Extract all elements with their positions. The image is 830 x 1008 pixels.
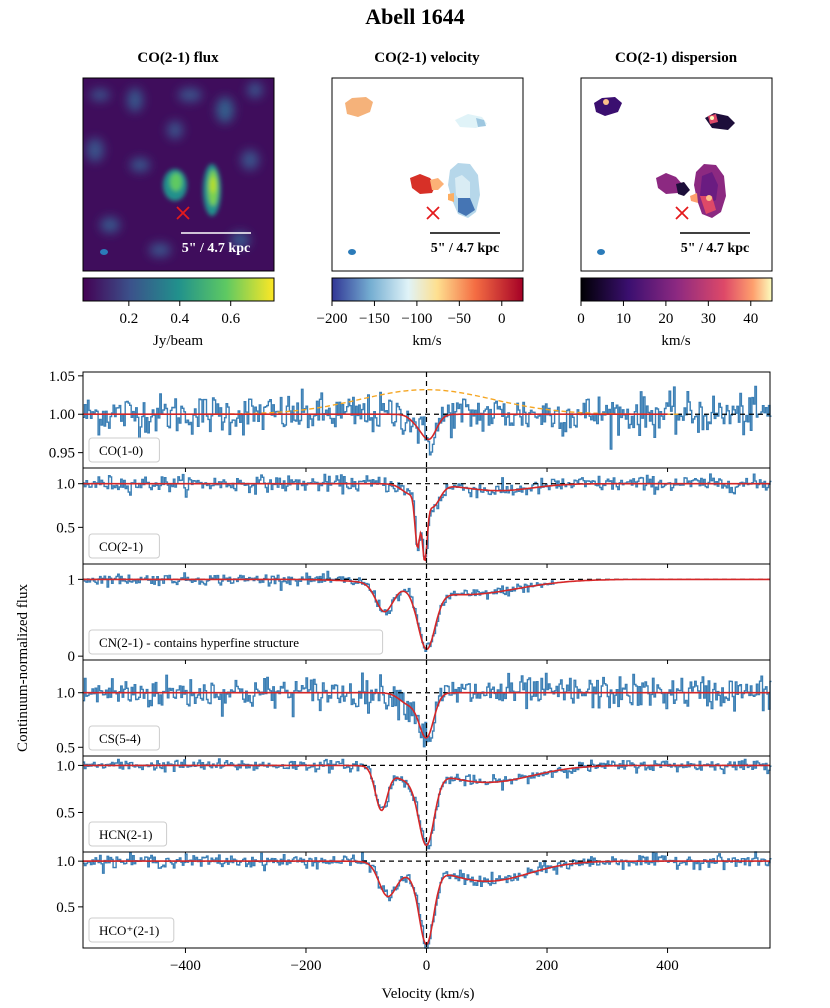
spectrum-data-4 [83,758,772,850]
colorbar-tick-label-dispersion: 0 [577,311,585,327]
colorbar-tick-label-flux: 0.2 [119,311,138,327]
xtick-label: 0 [423,958,431,974]
cbar-label-flux: Jy/beam [153,333,203,349]
legend-label-4: HCN(2-1) [99,827,152,842]
flux-scalebar-label: 5" / 4.7 kpc [182,241,250,256]
spectrum-data-0 [83,385,772,456]
spectrum-fit-0 [83,413,668,441]
legend-box-2 [88,629,384,655]
model-curve-0 [173,389,680,415]
colorbar-tick-label-dispersion: 10 [616,311,631,327]
legend-label-1: CO(2-1) [99,539,143,554]
spectrum-data-5 [83,851,772,949]
ytick-label-5: 0.5 [56,900,75,916]
flux-map: 5" / 4.7 kpc [82,77,275,272]
ytick-label-2: 0 [68,649,76,665]
colorbar-tick-label-velocity: −200 [317,311,348,327]
xtick-label: 400 [656,958,679,974]
velocity-map: 5" / 4.7 kpc [331,77,524,272]
legend-label-2: CN(2-1) - contains hyperfine structure [99,635,299,650]
ytick-label-3: 0.5 [56,740,75,756]
ytick-label-1: 0.5 [56,520,75,536]
map-title-velocity: CO(2-1) velocity [374,50,480,66]
colorbar-tick-label-velocity: −150 [359,311,390,327]
colorbar-tick-label-flux: 0.4 [170,311,189,327]
figure-title: Abell 1644 [365,4,465,29]
ytick-label-2: 1 [68,572,76,588]
legend-box-3 [88,725,160,751]
dispersion-beam [597,249,605,255]
legend-label-3: CS(5-4) [99,731,141,746]
flux-center-marker [176,206,190,220]
xtick-label: −200 [290,958,321,974]
cbar-label-dispersion: km/s [661,333,691,349]
xtick-label: 200 [536,958,559,974]
colorbar-tick-label-flux: 0.6 [221,311,240,327]
dispersion-center-marker [675,206,689,220]
colorbar-tick-label-velocity: 0 [498,311,506,327]
spectrum-panel-5: 0.5 1.0 −400 −200 0 200 400 HCO⁺(2-1) [56,851,772,974]
colorbar-flux [82,277,275,302]
spectrum-panel-3: 0.5 1.0 CS(5-4) [56,659,772,760]
flux-map-frame [82,77,275,272]
colorbar-velocity [331,277,524,302]
flux-noise-blobs [86,82,263,257]
ytick-label-4: 1.0 [56,758,75,774]
legend-label-0: CO(1-0) [99,443,143,458]
colorbar-tick-label-dispersion: 20 [658,311,673,327]
spectrum-panel-1: 0.5 1.0 CO(2-1) [56,467,772,568]
spectra-xlabel: Velocity (km/s) [382,986,475,1002]
ytick-label-0: 1.00 [49,407,75,423]
flux-emission [163,164,221,216]
ytick-label-0: 1.05 [49,369,75,385]
legend-box-4 [88,821,168,847]
spectrum-fit-1 [83,482,770,562]
legend-box-5 [88,917,175,943]
spectrum-fit-4 [83,764,770,847]
ytick-label-1: 1.0 [56,477,75,493]
dispersion-map: 5" / 4.7 kpc [580,77,773,272]
colorbar-ticks: 0.2 0.4 0.6 −200 −150 −100 −50 0 0 10 20 30 40 [119,301,758,327]
map-title-dispersion: CO(2-1) dispersion [614,50,738,66]
ytick-label-3: 1.0 [56,686,75,702]
cbar-label-velocity: km/s [412,333,442,349]
spectrum-fit-3 [83,691,770,739]
dispersion-emission [594,97,735,218]
colorbar-dispersion [580,277,773,302]
velocity-scalebar-label: 5" / 4.7 kpc [431,241,499,256]
colorbar-tick-label-velocity: −100 [401,311,432,327]
ytick-label-5: 1.0 [56,854,75,870]
spectrum-data-3 [83,672,772,748]
xtick-label: −400 [170,958,201,974]
colorbar-tick-label-velocity: −50 [448,311,471,327]
colorbar-tick-label-dispersion: 40 [743,311,758,327]
velocity-beam [348,249,356,255]
velocity-emission [345,97,487,218]
colorbar-tick-label-dispersion: 30 [701,311,716,327]
ytick-label-4: 0.5 [56,805,75,821]
spectra-panels: 0.951.001.05CO(1-0)0.51.0CO(2-1)01CN(2-1… [49,369,772,974]
spectrum-panel-0: 0.95 1.00 1.05 CO(1-0) [49,369,772,472]
legend-label-5: HCO⁺(2-1) [99,923,159,938]
legend-box-1 [88,533,160,559]
legend-box-0 [88,437,160,463]
spectrum-panel-4: 0.5 1.0 HCN(2-1) [56,755,772,856]
spectrum-panel-2: 0 1 CN(2-1) - contains hyperfine structure [68,563,771,665]
flux-beam [100,249,108,255]
velocity-center-marker [426,206,440,220]
dispersion-scalebar-label: 5" / 4.7 kpc [681,241,749,256]
spectra-ylabel: Continuum-normalized flux [15,584,31,752]
map-title-flux: CO(2-1) flux [137,50,219,66]
ytick-label-0: 0.95 [49,446,75,462]
